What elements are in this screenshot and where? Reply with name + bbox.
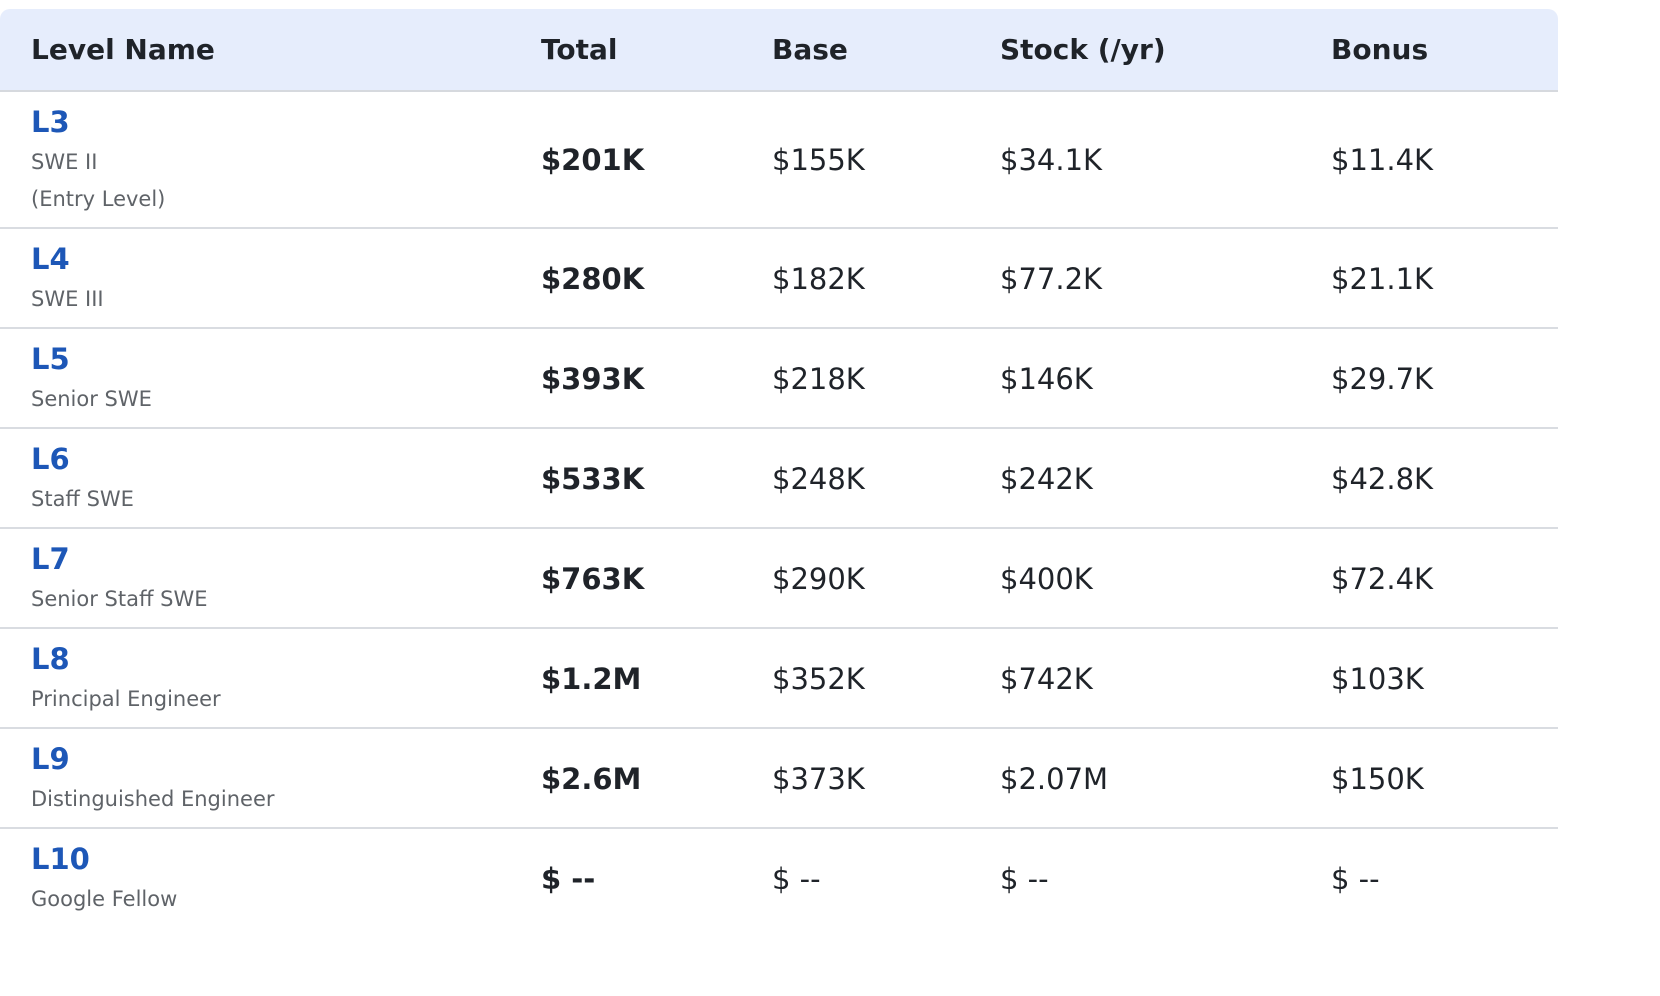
header-stock[interactable]: Stock (/yr) (1000, 33, 1166, 66)
stock-value: $34.1K (1000, 143, 1103, 177)
level-link[interactable]: L7 (31, 542, 70, 576)
level-link[interactable]: L5 (31, 342, 70, 376)
level-title: Google Fellow (31, 887, 178, 911)
table-row[interactable]: L9 Distinguished Engineer $2.6M $373K $2… (0, 729, 1558, 829)
level-title: Staff SWE (31, 487, 134, 511)
level-title: Principal Engineer (31, 687, 221, 711)
header-total[interactable]: Total (541, 33, 618, 66)
total-value: $763K (541, 562, 645, 596)
total-value: $533K (541, 462, 645, 496)
bonus-value: $103K (1331, 662, 1424, 696)
total-value: $393K (541, 362, 645, 396)
base-value: $155K (772, 143, 865, 177)
total-value: $1.2M (541, 662, 642, 696)
bonus-value: $21.1K (1331, 262, 1434, 296)
total-value: $280K (541, 262, 645, 296)
stock-value: $77.2K (1000, 262, 1103, 296)
base-value: $352K (772, 662, 865, 696)
level-title: SWE II (31, 150, 98, 174)
base-value: $248K (772, 462, 865, 496)
level-title: Distinguished Engineer (31, 787, 275, 811)
bonus-value: $11.4K (1331, 143, 1434, 177)
level-subtitle: (Entry Level) (31, 187, 166, 211)
level-link[interactable]: L10 (31, 842, 90, 876)
level-link[interactable]: L4 (31, 242, 70, 276)
level-link[interactable]: L9 (31, 742, 70, 776)
bonus-value: $29.7K (1331, 362, 1434, 396)
stock-value: $146K (1000, 362, 1093, 396)
table-row[interactable]: L6 Staff SWE $533K $248K $242K $42.8K (0, 429, 1558, 529)
table-row[interactable]: L5 Senior SWE $393K $218K $146K $29.7K (0, 329, 1558, 429)
table-row[interactable]: L7 Senior Staff SWE $763K $290K $400K $7… (0, 529, 1558, 629)
stock-value: $400K (1000, 562, 1093, 596)
level-title: SWE III (31, 287, 104, 311)
header-level-name[interactable]: Level Name (31, 33, 215, 66)
table-row[interactable]: L10 Google Fellow $ -- $ -- $ -- $ -- (0, 829, 1558, 929)
bonus-value: $150K (1331, 762, 1424, 796)
level-link[interactable]: L6 (31, 442, 70, 476)
stock-value: $242K (1000, 462, 1093, 496)
level-title: Senior SWE (31, 387, 152, 411)
table-row[interactable]: L8 Principal Engineer $1.2M $352K $742K … (0, 629, 1558, 729)
total-value: $ -- (541, 862, 596, 896)
level-title: Senior Staff SWE (31, 587, 208, 611)
table-header: Level Name Total Base Stock (/yr) Bonus (0, 9, 1558, 92)
bonus-value: $ -- (1331, 862, 1380, 896)
total-value: $2.6M (541, 762, 642, 796)
stock-value: $ -- (1000, 862, 1049, 896)
base-value: $218K (772, 362, 865, 396)
stock-value: $2.07M (1000, 762, 1109, 796)
levels-compensation-table: Level Name Total Base Stock (/yr) Bonus … (0, 9, 1558, 929)
header-base[interactable]: Base (772, 33, 848, 66)
table-row[interactable]: L4 SWE III $280K $182K $77.2K $21.1K (0, 229, 1558, 329)
level-link[interactable]: L3 (31, 105, 70, 139)
total-value: $201K (541, 143, 645, 177)
base-value: $182K (772, 262, 865, 296)
base-value: $ -- (772, 862, 821, 896)
header-bonus[interactable]: Bonus (1331, 33, 1429, 66)
table-row[interactable]: L3 SWE II (Entry Level) $201K $155K $34.… (0, 92, 1558, 229)
base-value: $290K (772, 562, 865, 596)
level-link[interactable]: L8 (31, 642, 70, 676)
base-value: $373K (772, 762, 865, 796)
bonus-value: $72.4K (1331, 562, 1434, 596)
bonus-value: $42.8K (1331, 462, 1434, 496)
stock-value: $742K (1000, 662, 1093, 696)
